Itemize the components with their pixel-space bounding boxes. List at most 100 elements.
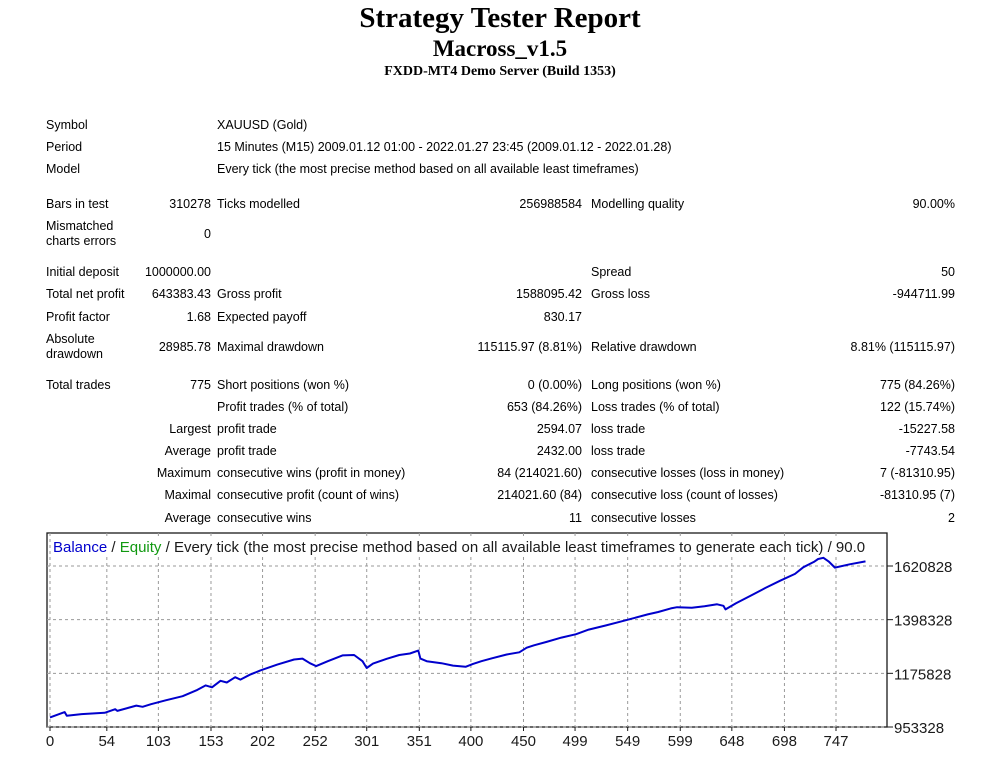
largest-profit-value: 2594.07 bbox=[536, 422, 582, 436]
x-tick-label: 499 bbox=[563, 733, 588, 750]
symbol-value: XAUUSD (Gold) bbox=[217, 118, 308, 132]
long-positions-label: Long positions (won %) bbox=[591, 378, 721, 392]
average-consecutive-label: Average bbox=[164, 511, 211, 525]
mismatch-value: 0 bbox=[204, 227, 211, 241]
relative-drawdown-label: Relative drawdown bbox=[591, 340, 697, 354]
server-name: FXDD-MT4 Demo Server (Build 1353) bbox=[384, 64, 616, 79]
maximal-consecutive-loss-label: consecutive loss (count of losses) bbox=[591, 488, 778, 502]
maximal-label: Maximal bbox=[164, 488, 211, 502]
spread-value: 50 bbox=[941, 265, 955, 279]
maximal-consecutive-loss-value: -81310.95 (7) bbox=[879, 488, 955, 502]
average-consecutive-losses-value: 2 bbox=[948, 511, 955, 525]
profit-factor-label: Profit factor bbox=[46, 310, 110, 324]
largest-profit-label: profit trade bbox=[217, 422, 277, 436]
y-tick-label: 953328 bbox=[894, 720, 944, 737]
x-tick-label: 599 bbox=[668, 733, 693, 750]
deposit-value: 1000000.00 bbox=[144, 265, 211, 279]
spread-label: Spread bbox=[591, 265, 632, 279]
relative-drawdown-value: 8.81% (115115.97) bbox=[850, 340, 955, 354]
profit-factor-value: 1.68 bbox=[186, 310, 211, 324]
average-consecutive-losses-label: consecutive losses bbox=[591, 511, 696, 525]
absolute-drawdown-label-line1: Absolute bbox=[46, 332, 95, 346]
x-tick-label: 698 bbox=[772, 733, 797, 750]
profit-trades-label: Profit trades (% of total) bbox=[217, 400, 349, 414]
gross-profit-label: Gross profit bbox=[217, 287, 282, 301]
largest-loss-value: -15227.58 bbox=[898, 422, 955, 436]
max-consecutive-wins-label: consecutive wins (profit in money) bbox=[217, 466, 406, 480]
deposit-label: Initial deposit bbox=[46, 265, 119, 279]
average-consecutive-wins-label: consecutive wins bbox=[217, 511, 312, 525]
legend-balance: Balance bbox=[53, 539, 108, 556]
max-consecutive-wins-value: 84 (214021.60) bbox=[497, 466, 582, 480]
average-profit-label: profit trade bbox=[217, 444, 277, 458]
x-tick-label: 54 bbox=[98, 733, 115, 750]
absolute-drawdown-value: 28985.78 bbox=[158, 340, 211, 354]
average-label: Average bbox=[164, 444, 211, 458]
absolute-drawdown-label-line2: drawdown bbox=[46, 347, 103, 361]
total-trades-label: Total trades bbox=[46, 378, 111, 392]
gross-loss-value: -944711.99 bbox=[892, 287, 955, 301]
x-tick-label: 351 bbox=[407, 733, 432, 750]
legend-separator: / bbox=[107, 539, 120, 556]
y-tick-label: 1398328 bbox=[894, 613, 952, 630]
x-tick-label: 648 bbox=[719, 733, 744, 750]
average-consecutive-wins-value: 11 bbox=[569, 511, 582, 525]
short-positions-value: 0 (0.00%) bbox=[527, 378, 582, 392]
model-label: Model bbox=[46, 162, 81, 176]
maximal-drawdown-label: Maximal drawdown bbox=[217, 340, 324, 354]
long-positions-value: 775 (84.26%) bbox=[879, 378, 955, 392]
net-profit-value: 643383.43 bbox=[151, 287, 211, 301]
mismatch-label-line1: Mismatched bbox=[46, 219, 114, 233]
x-tick-label: 549 bbox=[615, 733, 640, 750]
maximal-drawdown-value: 115115.97 (8.81%) bbox=[477, 340, 582, 354]
maximal-consecutive-profit-value: 214021.60 (84) bbox=[497, 488, 582, 502]
ticks-label: Ticks modelled bbox=[217, 197, 300, 211]
x-tick-label: 400 bbox=[458, 733, 483, 750]
average-loss-label: loss trade bbox=[591, 444, 646, 458]
legend-equity: Equity bbox=[119, 539, 162, 556]
average-loss-value: -7743.54 bbox=[905, 444, 955, 458]
loss-trades-label: Loss trades (% of total) bbox=[591, 400, 720, 414]
chart-legend: Balance / Equity / Every tick (the most … bbox=[53, 539, 868, 556]
balance-equity-chart: 953328 1175828 1398328 1620828 0 54 103 153 202 2… bbox=[46, 532, 952, 750]
bars-label: Bars in test bbox=[46, 197, 109, 211]
balance-series-line bbox=[49, 556, 866, 719]
net-profit-label: Total net profit bbox=[46, 287, 125, 301]
model-value: Every tick (the most precise method base… bbox=[217, 162, 639, 176]
x-tick-label: 301 bbox=[354, 733, 379, 750]
x-tick-label: 0 bbox=[46, 733, 54, 750]
x-tick-label: 747 bbox=[823, 733, 848, 750]
x-tick-label: 153 bbox=[198, 733, 223, 750]
report-title: Strategy Tester Report bbox=[359, 2, 641, 34]
mismatch-label-line2: charts errors bbox=[46, 234, 117, 248]
max-consecutive-losses-label: consecutive losses (loss in money) bbox=[591, 466, 785, 480]
loss-trades-value: 122 (15.74%) bbox=[879, 400, 955, 414]
ticks-value: 256988584 bbox=[519, 197, 582, 211]
y-tick-label: 1620828 bbox=[894, 559, 952, 576]
largest-loss-label: loss trade bbox=[591, 422, 646, 436]
short-positions-label: Short positions (won %) bbox=[217, 378, 350, 392]
quality-label: Modelling quality bbox=[591, 197, 685, 211]
legend-description: / Every tick (the most precise method ba… bbox=[161, 539, 866, 556]
total-trades-value: 775 bbox=[190, 378, 211, 392]
expected-payoff-value: 830.17 bbox=[543, 310, 582, 324]
largest-label: Largest bbox=[169, 422, 211, 436]
x-tick-label: 103 bbox=[146, 733, 171, 750]
maximal-consecutive-profit-label: consecutive profit (count of wins) bbox=[217, 488, 400, 502]
expected-payoff-label: Expected payoff bbox=[217, 310, 307, 324]
symbol-label: Symbol bbox=[46, 118, 88, 132]
x-tick-label: 252 bbox=[303, 733, 328, 750]
average-profit-value: 2432.00 bbox=[536, 444, 582, 458]
period-label: Period bbox=[46, 140, 83, 154]
quality-value: 90.00% bbox=[912, 197, 955, 211]
gross-profit-value: 1588095.42 bbox=[515, 287, 582, 301]
period-value: 15 Minutes (M15) 2009.01.12 01:00 - 2022… bbox=[217, 140, 672, 154]
expert-advisor-name: Macross_v1.5 bbox=[432, 36, 568, 61]
maximum-label: Maximum bbox=[156, 466, 211, 480]
y-tick-label: 1175828 bbox=[894, 666, 951, 683]
profit-trades-value: 653 (84.26%) bbox=[506, 400, 582, 414]
gross-loss-label: Gross loss bbox=[591, 287, 651, 301]
x-tick-label: 202 bbox=[250, 733, 275, 750]
x-tick-label: 450 bbox=[511, 733, 536, 750]
max-consecutive-losses-value: 7 (-81310.95) bbox=[879, 466, 955, 480]
